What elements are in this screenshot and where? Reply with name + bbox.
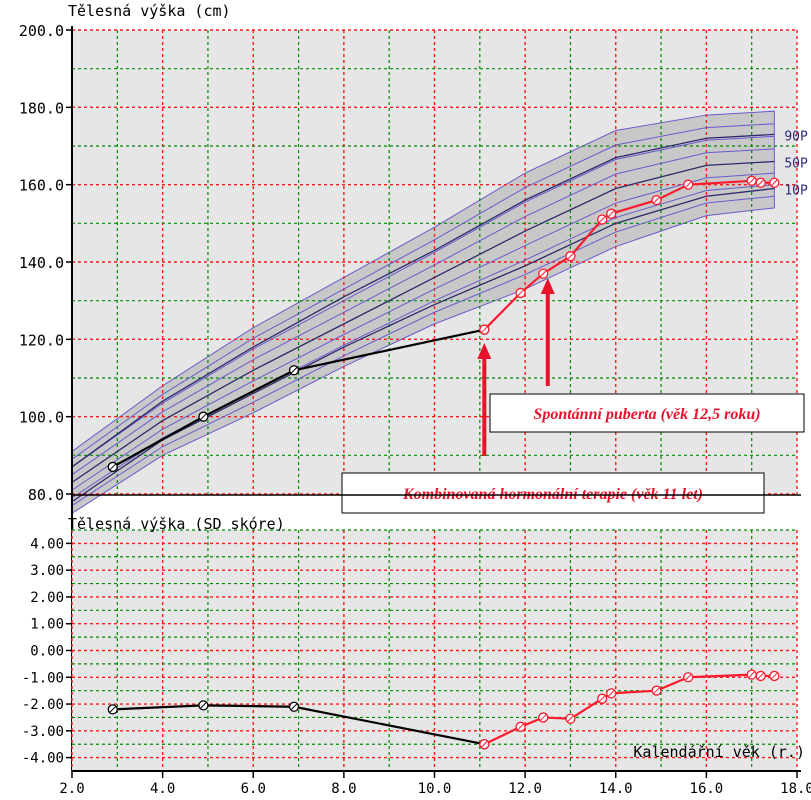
x-tick-label: 6.0 [241, 781, 266, 797]
x-tick-label: 18.0 [780, 781, 811, 797]
y-tick-label: -1.00 [22, 670, 64, 686]
y-tick-label: 0.00 [30, 644, 64, 660]
sd-data-point-mark [770, 672, 778, 680]
height-data-point-mark [200, 413, 207, 421]
height-data-point-mark [757, 179, 765, 187]
sd-data-point-mark [567, 715, 574, 723]
sd-data-point-mark [757, 672, 765, 680]
height-data-point-mark [109, 463, 117, 471]
sd-data-point-mark [109, 706, 117, 713]
height-data-point-mark [684, 181, 692, 189]
percentile-curve-thin [71, 148, 775, 476]
height-data-point-mark [290, 366, 298, 374]
y-tick-label: 160.0 [19, 177, 64, 195]
percentile-line-90p [71, 133, 775, 468]
percentile-curve-thin [71, 172, 775, 491]
height-data-point-mark [517, 289, 524, 297]
height-data-point-mark [607, 210, 615, 218]
y-tick-label: 120.0 [19, 331, 64, 349]
percentile-curve-thin [71, 123, 775, 460]
sd-data-point-mark [517, 723, 524, 731]
x-tick-label: 12.0 [508, 781, 542, 797]
x-tick-label: 4.0 [150, 781, 175, 797]
bottom-panel-title: Tělesná výška (SD skóre) [68, 515, 285, 533]
y-tick-label: 200.0 [19, 22, 64, 40]
y-tick-label: 80.0 [28, 486, 64, 504]
percentile-curve-thin [71, 195, 775, 507]
x-tick-label: 8.0 [331, 781, 356, 797]
y-tick-label: 180.0 [19, 99, 64, 117]
y-tick-label: 140.0 [19, 254, 64, 272]
sd-score-panel: 4.00 3.00 2.00 1.00 0.00 -1.00 -2.00 -3.00 -4.00… [22, 515, 811, 797]
height-data-point-mark [480, 326, 488, 334]
sd-data-point-mark [480, 740, 488, 748]
sd-data-point-mark [598, 695, 606, 703]
y-tick-label: 4.00 [30, 536, 64, 552]
sd-data-point-mark [684, 673, 692, 681]
x-tick-label: 2.0 [59, 781, 84, 797]
y-tick-label: 100.0 [19, 409, 64, 427]
x-tick-label: 14.0 [599, 781, 633, 797]
puberty-annotation-text: Spontánní puberta (věk 12,5 roku) [533, 406, 760, 423]
percentile-label-10p: 10P [784, 184, 808, 199]
percentile-line-10p [71, 187, 775, 503]
y-tick-label: 3.00 [30, 563, 64, 579]
percentile-curve-thin [71, 135, 775, 468]
sd-data-point-mark [290, 703, 298, 711]
x-tick-label: 10.0 [418, 781, 452, 797]
x-axis-label: Kalendářní věk (r.) [633, 743, 805, 761]
height-data-point-mark [748, 177, 756, 185]
sd-data-point-mark [539, 714, 547, 721]
height-data-point-mark [770, 179, 778, 187]
top-panel-title: Tělesná výška (cm) [68, 2, 231, 20]
sd-data-point-mark [748, 671, 756, 678]
therapy-annotation-box [341, 472, 765, 514]
height-data-point-mark [653, 196, 660, 204]
sd-data-point-mark [653, 687, 660, 695]
height-data-point-mark [598, 216, 606, 223]
sd-line-pre-therapy [112, 704, 485, 746]
y-tick-label: -3.00 [22, 724, 64, 740]
sd-data-point-mark [200, 702, 207, 709]
sd-data-point-mark [607, 689, 615, 697]
y-tick-label: -4.00 [22, 751, 64, 767]
height-line-pre-therapy [112, 328, 485, 468]
puberty-arrow-head [540, 278, 555, 294]
percentile-line-50p [71, 160, 775, 483]
percentile-label-50p: 50P [784, 156, 808, 171]
height-data-point-mark [567, 252, 574, 260]
puberty-annotation-box [489, 393, 805, 433]
percentile-label-90p: 90P [784, 129, 808, 144]
y-tick-label: 1.00 [30, 617, 64, 633]
x-tick-label: 16.0 [690, 781, 724, 797]
y-tick-label: -2.00 [22, 697, 64, 713]
therapy-arrow-head [477, 343, 492, 359]
height-data-point-mark [539, 270, 547, 277]
y-tick-label: 2.00 [30, 590, 64, 606]
